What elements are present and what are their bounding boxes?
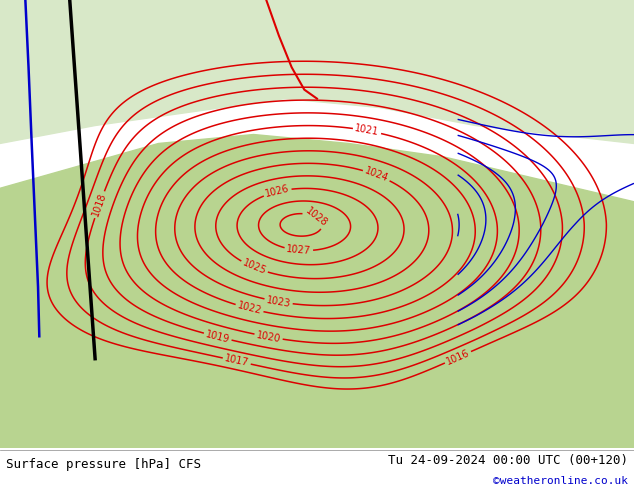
Text: Surface pressure [hPa] CFS: Surface pressure [hPa] CFS <box>6 458 202 471</box>
Polygon shape <box>0 36 114 112</box>
Text: 1026: 1026 <box>264 184 290 199</box>
Polygon shape <box>0 0 634 144</box>
Text: ©weatheronline.co.uk: ©weatheronline.co.uk <box>493 476 628 486</box>
Text: 1017: 1017 <box>224 354 250 368</box>
Text: 1028: 1028 <box>304 206 329 229</box>
Text: 1018: 1018 <box>91 192 108 218</box>
Text: 1016: 1016 <box>444 348 471 367</box>
Text: 1020: 1020 <box>256 330 281 344</box>
Text: 1024: 1024 <box>363 166 390 184</box>
Text: 1023: 1023 <box>266 294 292 309</box>
Text: 1027: 1027 <box>286 244 311 256</box>
Text: 1019: 1019 <box>205 329 231 344</box>
Text: 1022: 1022 <box>236 300 262 317</box>
Text: 1021: 1021 <box>354 123 380 138</box>
Text: 1025: 1025 <box>241 258 268 277</box>
Text: Tu 24-09-2024 00:00 UTC (00+120): Tu 24-09-2024 00:00 UTC (00+120) <box>387 454 628 466</box>
Polygon shape <box>0 135 634 448</box>
